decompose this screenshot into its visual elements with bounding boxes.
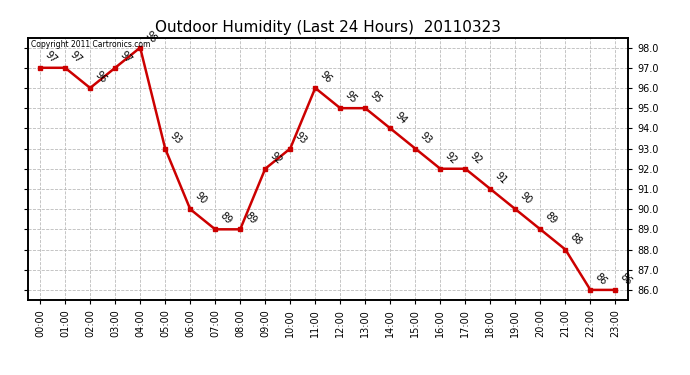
Title: Outdoor Humidity (Last 24 Hours)  20110323: Outdoor Humidity (Last 24 Hours) 2011032… [155, 20, 501, 35]
Text: 97: 97 [118, 49, 134, 65]
Text: 86: 86 [593, 272, 609, 287]
Text: 97: 97 [43, 49, 59, 65]
Text: 93: 93 [293, 130, 308, 146]
Text: 96: 96 [318, 69, 334, 85]
Text: 95: 95 [343, 90, 359, 105]
Text: 91: 91 [493, 170, 509, 186]
Text: 89: 89 [243, 211, 259, 226]
Text: 92: 92 [268, 150, 284, 166]
Text: 89: 89 [218, 211, 234, 226]
Text: 92: 92 [468, 150, 484, 166]
Text: 97: 97 [68, 49, 83, 65]
Text: 96: 96 [93, 69, 108, 85]
Text: 92: 92 [443, 150, 459, 166]
Text: 89: 89 [543, 211, 559, 226]
Text: 90: 90 [518, 190, 534, 206]
Text: 90: 90 [193, 190, 208, 206]
Text: 93: 93 [418, 130, 434, 146]
Text: 95: 95 [368, 90, 384, 105]
Text: 88: 88 [568, 231, 584, 247]
Text: 86: 86 [618, 272, 634, 287]
Text: 93: 93 [168, 130, 184, 146]
Text: 98: 98 [143, 29, 159, 45]
Text: 94: 94 [393, 110, 408, 126]
Text: Copyright 2011 Cartronics.com: Copyright 2011 Cartronics.com [30, 40, 150, 49]
